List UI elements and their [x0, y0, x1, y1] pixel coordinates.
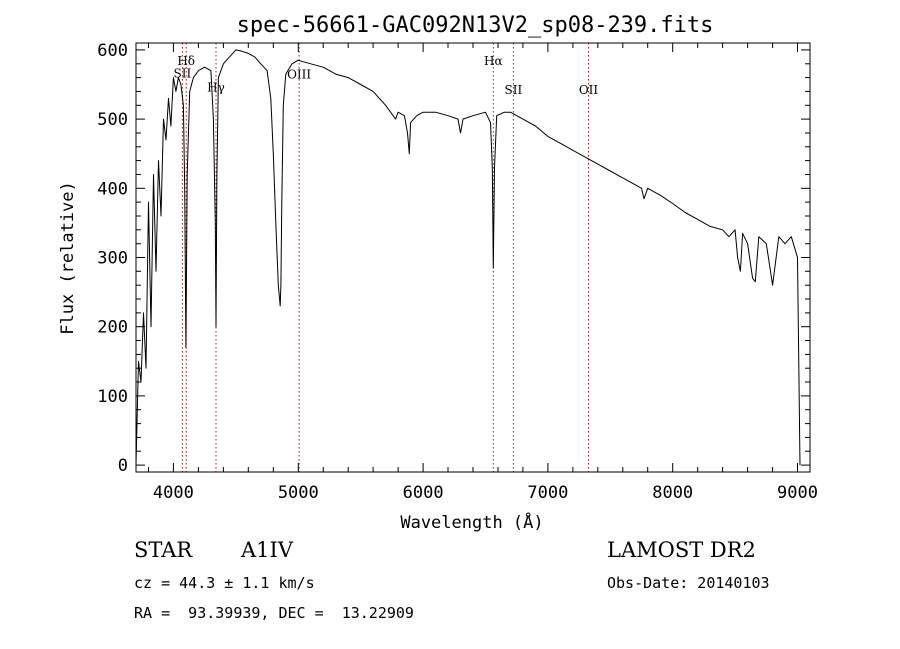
- object-subclass: A1IV: [241, 538, 293, 562]
- x-tick-label-0: 4000: [153, 483, 194, 503]
- x-tick-label-1: 5000: [278, 483, 319, 503]
- chart-title: spec-56661-GAC092N13V2_sp08-239.fits: [237, 13, 714, 38]
- y-tick-label-3: 300: [97, 249, 128, 269]
- spectral-line-label-6: SII: [505, 83, 523, 97]
- x-tick-label-2: 6000: [403, 483, 444, 503]
- y-tick-label-6: 600: [97, 41, 128, 61]
- plot-frame: [135, 42, 811, 473]
- x-tick-label-4: 8000: [652, 483, 693, 503]
- spectral-line-markers: [181, 43, 589, 472]
- y-tick-label-5: 500: [97, 110, 128, 130]
- y-tick-label-2: 200: [97, 318, 128, 338]
- spectral-line-label-1: SII: [174, 67, 192, 81]
- ra-dec-coordinates: RA = 93.39939, DEC = 13.22909: [134, 604, 414, 622]
- spectral-line-label-3: OIII: [287, 67, 311, 81]
- spectral-line-label-4: Hα: [484, 54, 503, 68]
- spectral-line-label-0: Hδ: [177, 54, 195, 68]
- object-type: STAR: [134, 538, 193, 562]
- spectral-line-label-5: OII: [579, 83, 599, 97]
- y-tick-label-1: 100: [97, 387, 128, 407]
- x-tick-label-3: 7000: [527, 483, 568, 503]
- y-tick-label-0: 0: [118, 456, 128, 476]
- y-tick-label-4: 400: [97, 179, 128, 199]
- x-tick-labels: 4000 5000 6000 7000 8000 9000: [153, 483, 818, 503]
- x-axis-label: Wavelength (Å): [400, 511, 543, 533]
- axis-ticks: [136, 43, 810, 472]
- survey-name: LAMOST DR2: [607, 538, 756, 562]
- observation-date: Obs-Date: 20140103: [607, 574, 770, 592]
- redshift-value: cz = 44.3 ± 1.1 km/s: [134, 574, 315, 592]
- spectrum-series: [135, 49, 801, 466]
- y-tick-labels: 0 100 200 300 400 500 600: [97, 41, 128, 476]
- spectral-line-label-2: Hγ: [207, 80, 225, 94]
- x-tick-label-5: 9000: [777, 483, 818, 503]
- spectrum-line-0: [135, 49, 801, 466]
- y-axis-label: Flux (relative): [58, 181, 78, 335]
